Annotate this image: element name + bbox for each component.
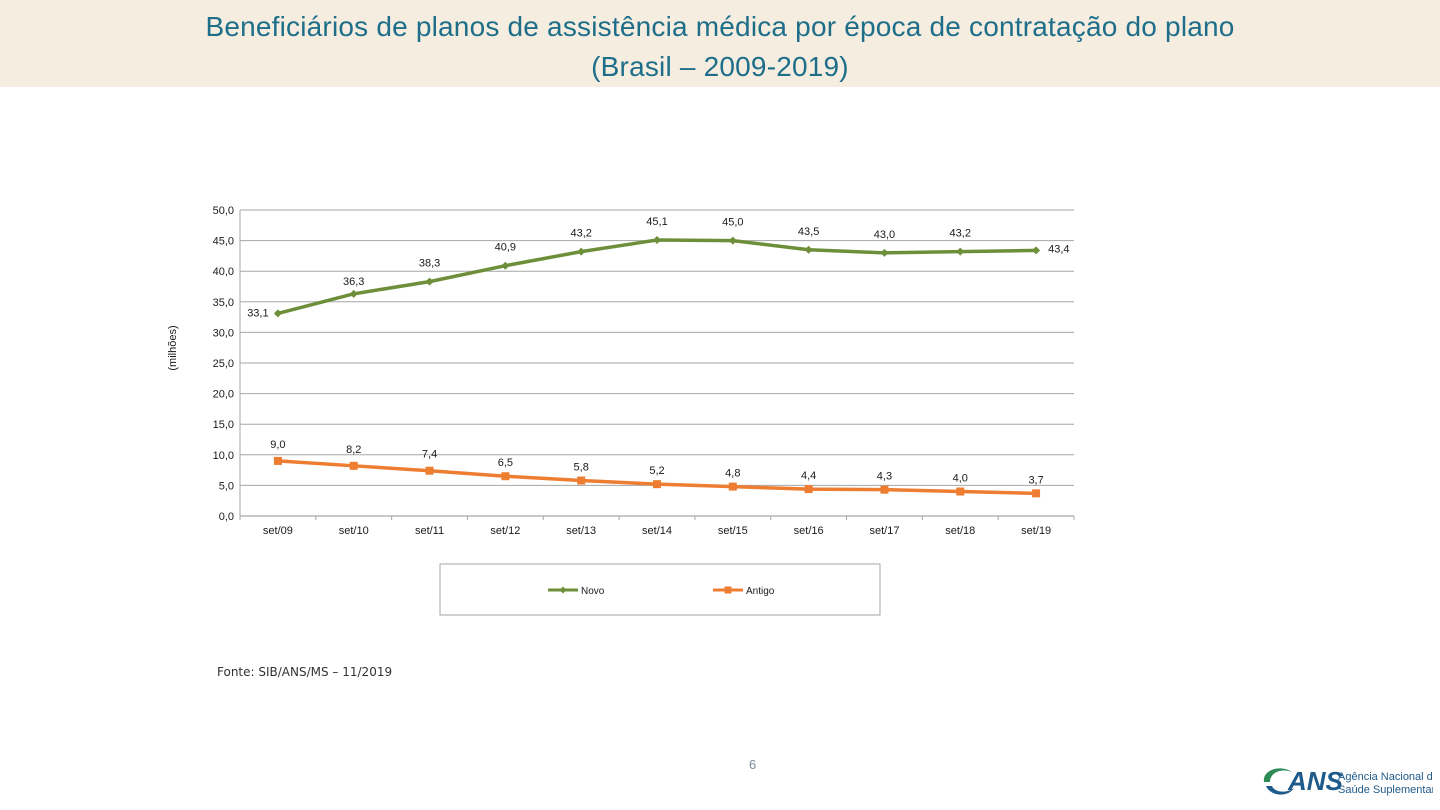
data-label-novo: 43,5 xyxy=(798,226,819,238)
x-tick-label: set/09 xyxy=(263,525,293,537)
y-tick-label: 5,0 xyxy=(219,480,234,492)
data-label-novo: 43,4 xyxy=(1048,243,1069,255)
data-label-novo: 33,1 xyxy=(247,307,268,319)
logo-text-line-1: Agência Nacional de xyxy=(1338,771,1433,783)
data-label-novo: 38,3 xyxy=(419,258,440,270)
data-point-antigo xyxy=(577,476,586,485)
data-label-antigo: 4,8 xyxy=(725,468,740,480)
data-label-antigo: 4,4 xyxy=(801,470,816,482)
data-point-antigo xyxy=(804,485,813,494)
data-point-antigo xyxy=(1032,489,1041,498)
x-tick-label: set/16 xyxy=(794,525,824,537)
x-tick-label: set/17 xyxy=(869,525,899,537)
data-point-novo xyxy=(728,236,737,245)
data-point-novo xyxy=(425,277,434,286)
page-title-line-1: Beneficiários de planos de assistência m… xyxy=(205,11,1235,42)
x-tick-label: set/18 xyxy=(945,525,975,537)
data-point-antigo xyxy=(501,472,510,481)
y-tick-label: 50,0 xyxy=(213,205,234,217)
data-point-antigo xyxy=(880,485,889,494)
legend-swatch-marker xyxy=(724,586,732,594)
data-point-antigo xyxy=(273,456,282,465)
data-label-antigo: 4,0 xyxy=(953,473,968,485)
data-point-novo xyxy=(880,248,889,257)
data-point-novo xyxy=(956,247,965,256)
y-tick-label: 30,0 xyxy=(213,327,234,339)
data-label-antigo: 5,8 xyxy=(574,462,589,474)
data-label-novo: 43,2 xyxy=(570,228,591,240)
data-label-novo: 43,2 xyxy=(950,228,971,240)
y-tick-label: 15,0 xyxy=(213,419,234,431)
x-tick-label: set/11 xyxy=(415,525,444,537)
ans-swoosh-icon xyxy=(1263,768,1294,795)
page-number: 6 xyxy=(749,757,757,772)
y-tick-label: 20,0 xyxy=(213,389,234,401)
series-line-novo xyxy=(277,238,1037,316)
source-note: Fonte: SIB/ANS/MS – 11/2019 xyxy=(217,665,393,679)
x-tick-label: set/15 xyxy=(718,525,748,537)
data-label-antigo: 9,0 xyxy=(270,439,285,451)
data-point-novo xyxy=(1032,246,1041,255)
data-point-novo xyxy=(349,289,358,298)
data-label-novo: 45,0 xyxy=(722,217,743,229)
x-tick-label: set/14 xyxy=(642,525,672,537)
data-point-antigo xyxy=(728,482,737,491)
data-label-antigo: 8,2 xyxy=(346,444,361,456)
data-point-novo xyxy=(804,245,813,254)
y-tick-label: 35,0 xyxy=(213,297,234,309)
x-tick-label: set/13 xyxy=(566,525,596,537)
x-tick-label: set/10 xyxy=(339,525,369,537)
data-label-novo: 45,1 xyxy=(646,216,667,228)
legend-swatch-marker xyxy=(559,586,567,594)
data-label-antigo: 6,5 xyxy=(498,457,513,469)
data-label-antigo: 4,3 xyxy=(877,471,892,483)
page-title-line-2: (Brasil – 2009-2019) xyxy=(591,51,849,82)
y-tick-label: 0,0 xyxy=(219,511,234,523)
y-tick-label: 40,0 xyxy=(213,266,234,278)
data-point-novo xyxy=(273,309,282,318)
data-point-antigo xyxy=(425,466,434,475)
logo-text-line-2: Saúde Suplementar xyxy=(1338,784,1433,796)
legend-label-antigo: Antigo xyxy=(746,586,775,597)
x-tick-label: set/12 xyxy=(490,525,520,537)
y-tick-label: 10,0 xyxy=(213,450,234,462)
legend-box xyxy=(439,563,881,616)
data-label-antigo: 5,2 xyxy=(649,465,664,477)
data-point-antigo xyxy=(349,461,358,470)
data-label-antigo: 7,4 xyxy=(422,449,437,461)
data-label-novo: 36,3 xyxy=(343,276,364,288)
legend-label-novo: Novo xyxy=(581,586,605,597)
logo-mark: ANS xyxy=(1287,766,1344,796)
data-point-novo xyxy=(577,247,586,256)
y-tick-label: 45,0 xyxy=(213,236,234,248)
title-bar: Beneficiários de planos de assistência m… xyxy=(0,0,1440,87)
ans-logo: ANS Agência Nacional de Saúde Suplementa… xyxy=(1263,766,1433,796)
data-point-novo xyxy=(653,235,661,244)
data-label-novo: 40,9 xyxy=(495,242,516,254)
y-axis-title: (milhões) xyxy=(167,325,179,370)
data-point-antigo xyxy=(956,487,965,496)
data-point-novo xyxy=(501,261,510,270)
x-tick-label: set/19 xyxy=(1021,525,1051,537)
data-label-novo: 43,0 xyxy=(874,229,895,241)
y-tick-label: 25,0 xyxy=(213,358,234,370)
data-point-antigo xyxy=(653,480,661,489)
data-label-antigo: 3,7 xyxy=(1028,474,1043,486)
